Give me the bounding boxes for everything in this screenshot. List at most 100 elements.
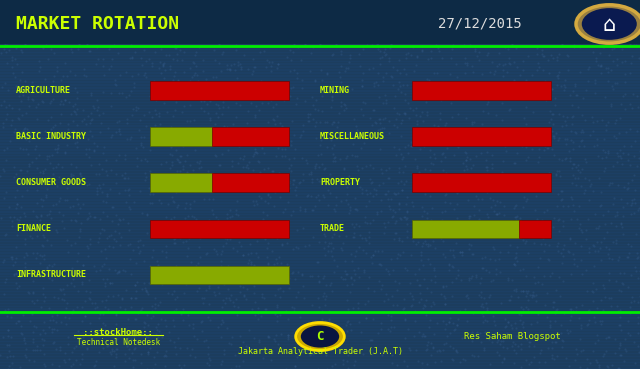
Point — [191, 263, 202, 269]
Point — [84, 213, 95, 219]
Point — [44, 221, 54, 227]
Point — [566, 128, 576, 134]
Point — [7, 54, 17, 60]
Point — [63, 126, 74, 132]
Point — [174, 189, 184, 194]
Point — [534, 359, 544, 365]
Point — [563, 330, 573, 336]
Point — [343, 352, 353, 358]
Point — [37, 242, 47, 248]
Point — [38, 235, 49, 241]
Point — [467, 22, 477, 28]
Point — [570, 83, 580, 89]
Point — [384, 118, 394, 124]
Point — [6, 335, 17, 341]
Point — [412, 180, 422, 186]
Point — [289, 177, 299, 183]
Point — [310, 323, 321, 329]
Point — [44, 275, 54, 281]
Point — [14, 93, 24, 99]
Point — [288, 176, 298, 182]
Point — [73, 249, 83, 255]
Point — [247, 30, 257, 35]
Point — [269, 273, 279, 279]
Point — [167, 194, 177, 200]
Point — [612, 80, 622, 86]
Point — [556, 24, 566, 30]
Point — [276, 260, 286, 266]
Point — [394, 237, 404, 243]
Point — [467, 251, 477, 256]
Point — [475, 280, 485, 286]
Point — [281, 308, 291, 314]
Point — [506, 232, 516, 238]
Point — [92, 56, 102, 62]
Point — [596, 62, 606, 68]
Point — [63, 334, 74, 340]
Point — [573, 315, 584, 321]
Point — [155, 177, 165, 183]
Point — [291, 16, 301, 22]
Point — [220, 128, 230, 134]
Point — [490, 201, 500, 207]
Point — [525, 17, 535, 23]
Point — [360, 219, 370, 225]
Point — [323, 131, 333, 137]
Point — [512, 150, 522, 156]
Point — [361, 315, 371, 321]
Point — [405, 347, 415, 353]
Point — [616, 220, 627, 226]
Point — [196, 105, 206, 111]
Point — [328, 22, 338, 28]
Point — [370, 119, 380, 125]
Point — [359, 267, 369, 273]
Point — [447, 358, 458, 363]
Point — [140, 156, 150, 162]
Point — [340, 276, 350, 282]
Point — [115, 216, 125, 222]
Point — [156, 200, 166, 206]
Point — [200, 337, 211, 343]
Point — [422, 361, 432, 367]
Point — [22, 180, 32, 186]
Point — [584, 183, 595, 189]
Point — [574, 203, 584, 209]
Point — [295, 179, 305, 185]
Point — [357, 13, 367, 19]
Point — [552, 243, 562, 249]
Point — [147, 82, 157, 88]
Point — [87, 133, 97, 139]
Point — [467, 329, 477, 335]
Point — [552, 25, 562, 31]
Point — [383, 326, 393, 332]
Text: MARKET ROTATION: MARKET ROTATION — [16, 15, 179, 33]
Point — [209, 86, 219, 92]
Point — [127, 112, 137, 118]
Point — [31, 143, 42, 149]
Point — [486, 188, 496, 194]
Point — [434, 48, 444, 54]
Point — [611, 223, 621, 229]
Point — [536, 92, 546, 97]
Point — [544, 170, 554, 176]
Point — [267, 168, 277, 173]
Point — [259, 150, 269, 156]
Point — [81, 288, 91, 294]
Point — [511, 217, 522, 223]
Point — [73, 288, 83, 294]
Point — [199, 196, 209, 202]
Point — [131, 317, 141, 323]
Point — [205, 117, 215, 123]
Point — [619, 358, 629, 363]
Text: BASIC INDUSTRY: BASIC INDUSTRY — [16, 132, 86, 141]
Point — [384, 175, 394, 181]
Point — [312, 366, 323, 369]
Point — [15, 167, 25, 173]
Point — [451, 322, 461, 328]
Point — [482, 172, 492, 177]
Point — [308, 351, 318, 357]
Point — [11, 255, 21, 261]
Point — [286, 162, 296, 168]
Point — [419, 208, 429, 214]
Point — [160, 67, 170, 73]
